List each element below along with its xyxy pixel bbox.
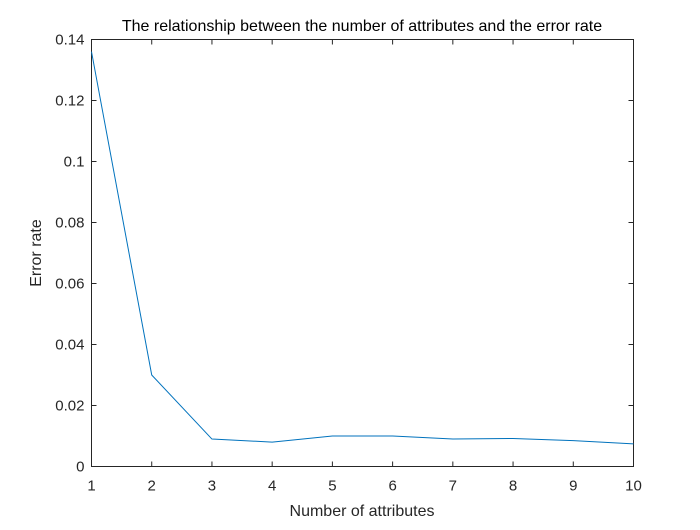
x-tick-label: 2	[148, 478, 156, 495]
x-tick-label: 1	[87, 478, 95, 495]
y-tick-label: 0.14	[55, 32, 84, 49]
y-axis-label: Error rate	[28, 219, 45, 287]
y-tick-label: 0.1	[64, 154, 85, 171]
x-tick-label: 4	[268, 478, 276, 495]
x-tick-label: 3	[208, 478, 216, 495]
y-tick-label: 0.02	[55, 398, 84, 415]
y-tick-label: 0.04	[55, 337, 84, 354]
plot-frame	[92, 40, 634, 467]
x-axis-label: Number of attributes	[290, 503, 435, 520]
x-tick-label: 6	[388, 478, 396, 495]
y-tick-label: 0.12	[55, 93, 84, 110]
x-tick-label: 8	[509, 478, 517, 495]
chart-title: The relationship between the number of a…	[122, 18, 602, 35]
x-tick-label: 9	[569, 478, 577, 495]
y-tick-label: 0.08	[55, 215, 84, 232]
x-tick-label: 10	[625, 478, 642, 495]
x-tick-label: 7	[449, 478, 457, 495]
y-tick-label: 0.06	[55, 276, 84, 293]
y-tick-label: 0	[76, 459, 84, 476]
x-tick-label: 5	[328, 478, 336, 495]
